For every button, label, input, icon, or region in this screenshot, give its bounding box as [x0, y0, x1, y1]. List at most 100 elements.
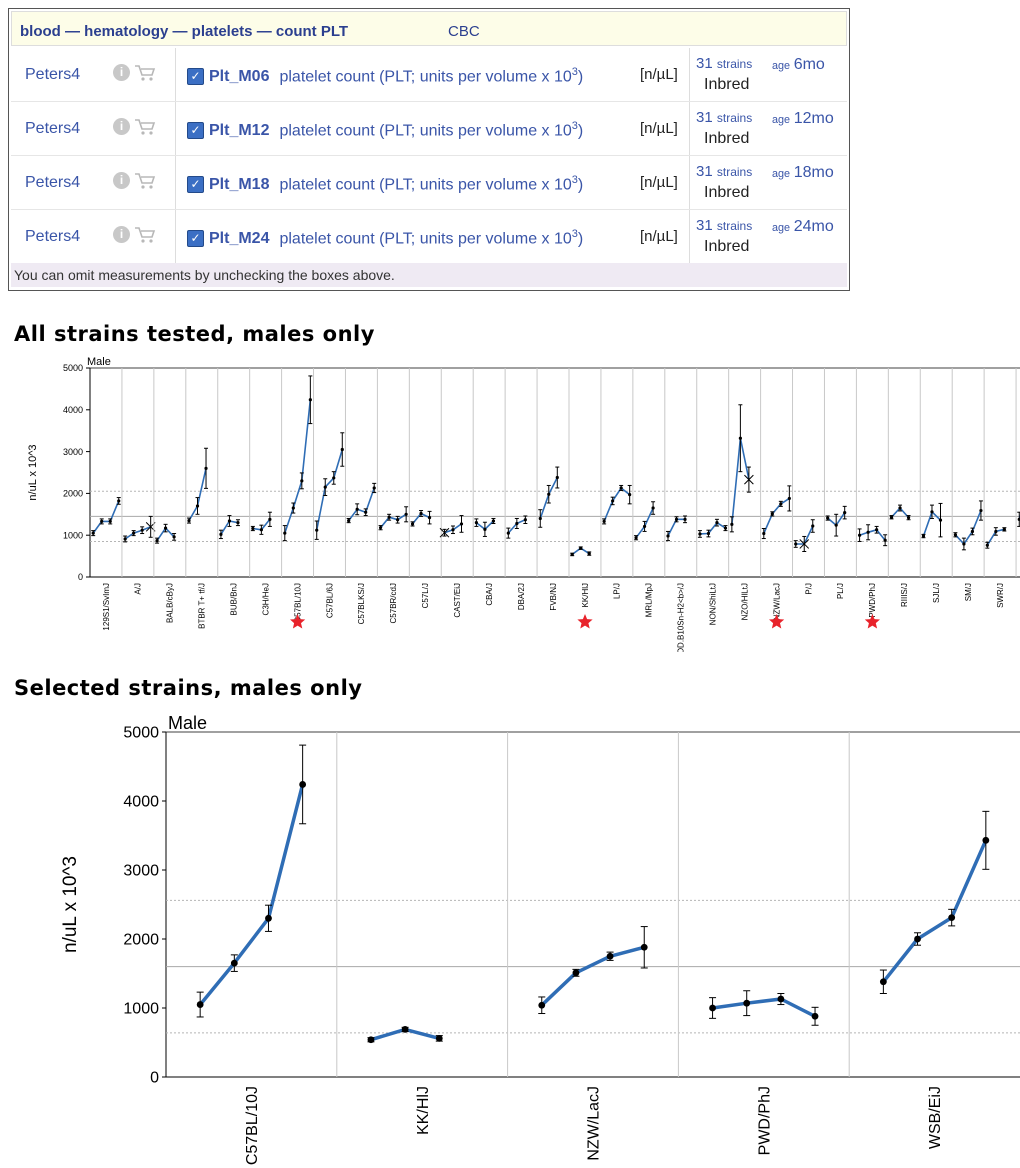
section-title-all: All strains tested, males only: [14, 322, 375, 346]
measure-desc: platelet count (PLT; units per volume x …: [279, 230, 572, 248]
measurement-row: Peters4 i ✓ Plt_M06 platelet count (PLT; uni…: [11, 48, 847, 102]
data-point: [355, 507, 359, 511]
data-point: [779, 502, 783, 506]
y-tick-label: 3000: [63, 447, 83, 457]
data-point: [811, 524, 815, 528]
data-point: [283, 531, 287, 535]
x-tick-label: KK/HlJ: [581, 583, 590, 607]
measure-desc: platelet count (PLT; units per volume x …: [279, 176, 572, 194]
series-line: [540, 945, 645, 1007]
data-point: [709, 1004, 716, 1012]
data-point: [410, 522, 415, 526]
data-point: [1017, 517, 1020, 521]
project-link[interactable]: Peters4: [25, 66, 81, 83]
data-point: [347, 518, 351, 523]
data-point: [706, 531, 711, 536]
project-link[interactable]: Peters4: [25, 120, 81, 137]
data-point: [435, 1034, 443, 1042]
data-point: [962, 542, 966, 546]
panel-label: Male: [168, 713, 207, 733]
project-link[interactable]: Peters4: [25, 174, 81, 191]
category-breadcrumb[interactable]: blood — hematology — platelets — count P…: [20, 23, 349, 40]
strain-count[interactable]: 31 strains: [696, 109, 752, 126]
x-tick-label: C57BR/cdJ: [389, 583, 398, 623]
data-point: [251, 526, 255, 531]
data-point: [236, 521, 240, 525]
data-point: [364, 510, 368, 514]
x-tick-label: NZW/LacJ: [772, 583, 781, 620]
data-point: [642, 524, 647, 529]
x-tick-label: C57BL/6J: [325, 583, 334, 618]
series-line: [284, 399, 312, 534]
measure-id[interactable]: Plt_M24: [209, 230, 270, 248]
x-tick-label: PWD/PhJ: [868, 583, 877, 618]
data-point: [555, 475, 559, 480]
data-point: [491, 519, 496, 523]
info-icon[interactable]: i: [113, 172, 130, 189]
data-point: [606, 952, 614, 960]
data-point: [163, 526, 168, 530]
cart-icon[interactable]: [134, 226, 156, 244]
data-point: [628, 493, 632, 497]
x-tick-label: PWD/PhJ: [756, 1086, 773, 1155]
project-link[interactable]: Peters4: [25, 228, 81, 245]
data-point: [743, 999, 751, 1007]
data-point: [930, 510, 934, 514]
measurement-row: Peters4 i ✓ Plt_M12 platelet count (PLT; uni…: [11, 102, 847, 156]
strain-count[interactable]: 31 strains: [696, 217, 752, 234]
series-line: [379, 513, 407, 529]
y-tick-label: 5000: [63, 363, 83, 373]
series-line: [882, 839, 988, 983]
data-point: [387, 515, 391, 519]
include-checkbox[interactable]: ✓: [187, 176, 204, 193]
age-label: age 18mo: [772, 164, 834, 182]
x-tick-label: SWR/J: [996, 583, 1005, 608]
info-icon[interactable]: i: [113, 226, 130, 243]
info-icon[interactable]: i: [113, 118, 130, 135]
data-point: [155, 539, 159, 543]
strain-count-num: 31: [696, 163, 713, 180]
strain-count[interactable]: 31 strains: [696, 163, 752, 180]
series-line: [315, 449, 344, 531]
cart-icon[interactable]: [134, 118, 156, 136]
measure-desc-sup: 3: [571, 120, 578, 132]
data-point: [883, 538, 887, 542]
x-tick-label: NON/ShiLtJ: [709, 583, 718, 625]
strain-count-word: strains: [716, 111, 753, 125]
data-point: [108, 519, 112, 524]
measurement-panel: blood — hematology — platelets — count P…: [8, 8, 850, 291]
series-line: [198, 783, 305, 1006]
include-checkbox[interactable]: ✓: [187, 68, 204, 85]
x-tick-label: MRL/MpJ: [645, 583, 654, 617]
series-line: [603, 487, 631, 522]
strain-count-num: 31: [696, 217, 713, 234]
include-checkbox[interactable]: ✓: [187, 230, 204, 247]
data-point: [715, 521, 719, 525]
panel-link[interactable]: CBC: [448, 23, 480, 40]
measure-id[interactable]: Plt_M18: [209, 176, 270, 194]
include-checkbox[interactable]: ✓: [187, 122, 204, 139]
x-tick-label: BUB/BnJ: [230, 583, 239, 615]
age-word: age: [772, 168, 791, 180]
data-point: [979, 508, 983, 513]
strain-count[interactable]: 31 strains: [696, 55, 752, 72]
data-point: [308, 398, 312, 402]
data-point: [811, 1012, 819, 1020]
cart-icon[interactable]: [134, 64, 156, 82]
x-tick-label: KK/HlJ: [415, 1086, 432, 1135]
measure-id[interactable]: Plt_M12: [209, 122, 270, 140]
data-point: [230, 959, 238, 967]
x-tick-label: WSB/EiJ: [927, 1086, 944, 1149]
data-point: [762, 531, 766, 536]
age-label: age 12mo: [772, 110, 834, 128]
measure-id[interactable]: Plt_M06: [209, 68, 270, 86]
data-point: [826, 516, 830, 520]
data-point: [866, 530, 870, 534]
data-point: [265, 914, 272, 922]
cart-icon[interactable]: [134, 172, 156, 190]
x-tick-label: DBA/2J: [517, 583, 526, 610]
data-point: [730, 522, 734, 526]
data-point: [117, 499, 121, 503]
y-tick-label: 4000: [63, 405, 83, 415]
info-icon[interactable]: i: [113, 64, 130, 81]
